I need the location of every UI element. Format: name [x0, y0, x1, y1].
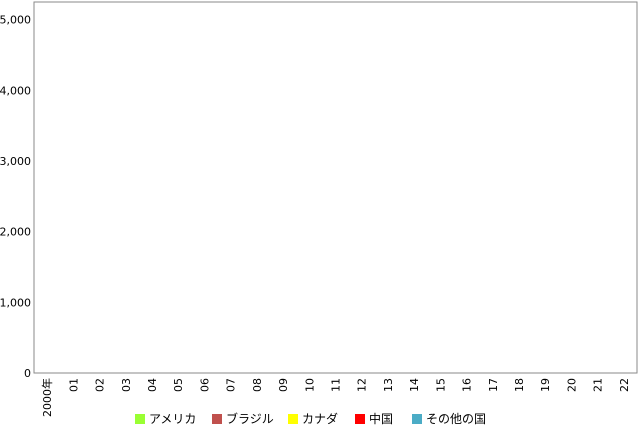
x-tick-label: 10	[303, 378, 316, 392]
x-tick-label: 02	[94, 378, 107, 392]
axes	[33, 1, 638, 374]
legend-label: カナダ	[302, 411, 338, 426]
x-tick-label: 20	[565, 378, 578, 392]
legend-label: アメリカ	[149, 412, 196, 426]
y-tick-label: 0	[24, 367, 31, 380]
legend: アメリカ ブラジル カナダ 中国 その他の国	[135, 411, 486, 426]
x-tick-label: 22	[618, 378, 631, 392]
legend-swatch	[355, 414, 365, 424]
legend-swatch	[135, 414, 145, 424]
plot-area	[33, 1, 638, 374]
x-tick-label: 15	[434, 378, 447, 392]
y-tick-label: 1,000	[0, 296, 31, 309]
x-tick-label: 21	[592, 378, 605, 392]
legend-label: 中国	[369, 411, 393, 426]
x-tick-label: 19	[539, 378, 552, 392]
x-tick-label: 01	[67, 378, 80, 392]
x-tick-labels: 2000年 01 02 03 04 05 06 07 08 09 10 11 12 13 14 15 16 17 1…	[40, 378, 631, 417]
y-tick-labels: 0 1,000 2,000 3,000 4,000 5,000	[0, 14, 31, 380]
x-tick-label: 13	[382, 378, 395, 392]
legend-swatch	[288, 414, 298, 424]
x-tick-label: 06	[198, 378, 211, 392]
x-tick-label: 16	[461, 378, 474, 392]
legend-label: ブラジル	[226, 411, 274, 426]
y-tick-label: 3,000	[0, 155, 31, 168]
x-tick-label: 08	[251, 378, 264, 392]
x-tick-label: 11	[330, 378, 343, 392]
x-tick-label: 09	[277, 378, 290, 392]
legend-swatch	[212, 414, 222, 424]
x-tick-label: 18	[513, 378, 526, 392]
y-tick-label: 4,000	[0, 84, 31, 97]
legend-swatch	[412, 414, 422, 424]
x-tick-label: 17	[487, 378, 500, 392]
x-tick-label: 03	[120, 378, 133, 392]
x-tick-label: 14	[408, 378, 421, 392]
x-tick-label: 04	[146, 378, 159, 392]
legend-label: その他の国	[426, 412, 486, 426]
x-tick-label: 07	[225, 378, 238, 392]
y-tick-label: 2,000	[0, 226, 31, 239]
x-tick-label: 2000年	[40, 378, 54, 417]
x-tick-label: 05	[172, 378, 185, 392]
y-tick-label: 5,000	[0, 14, 31, 27]
x-tick-label: 12	[356, 378, 369, 392]
